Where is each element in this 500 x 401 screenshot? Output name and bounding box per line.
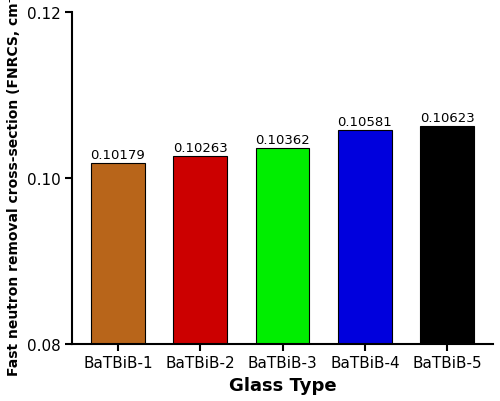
Bar: [338, 130, 392, 401]
X-axis label: Glass Type: Glass Type: [228, 376, 336, 394]
Text: 0.10263: 0.10263: [173, 142, 228, 155]
Bar: [91, 164, 144, 401]
Y-axis label: Fast neutron removal cross-section (FNRCS, cm⁻¹): Fast neutron removal cross-section (FNRC…: [7, 0, 21, 375]
Text: 0.10581: 0.10581: [338, 115, 392, 129]
Text: 0.10362: 0.10362: [255, 134, 310, 147]
Bar: [420, 127, 474, 401]
Bar: [174, 157, 227, 401]
Text: 0.10623: 0.10623: [420, 112, 474, 125]
Text: 0.10179: 0.10179: [90, 149, 146, 162]
Bar: [256, 148, 310, 401]
